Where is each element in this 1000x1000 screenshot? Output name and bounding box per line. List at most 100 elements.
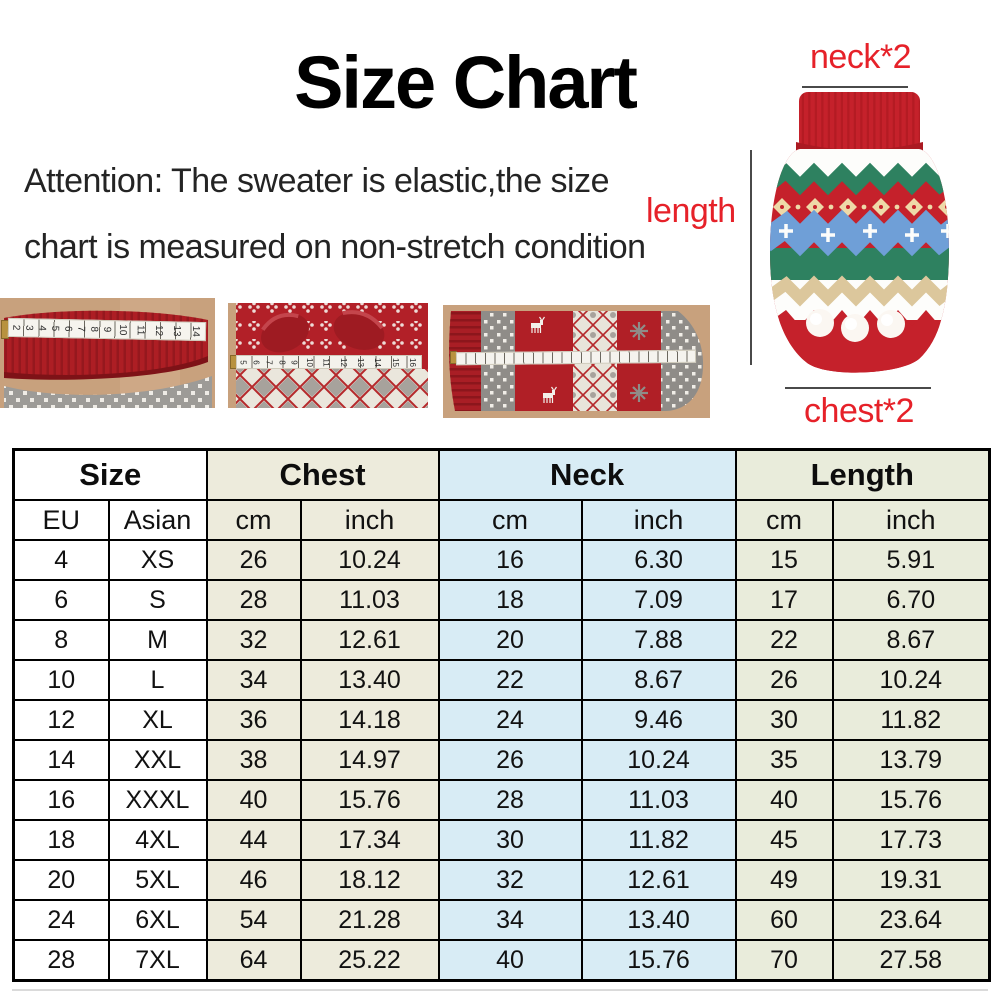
table-cell: 27.58 <box>831 939 991 982</box>
table-cell: 7XL <box>107 939 208 982</box>
measuring-tape: 5 6 7 8 9 10 11 12 13 14 15 16 <box>236 355 422 369</box>
length-measure-line <box>750 150 752 365</box>
table-row: 18 4XL 44 17.34 30 11.82 45 17.73 <box>12 819 991 861</box>
table-cell: XXXL <box>107 779 208 821</box>
table-cell: 11.03 <box>580 779 737 821</box>
length-measure-label: length <box>646 192 736 230</box>
table-cell: 10.24 <box>831 659 991 701</box>
subheader-neck-cm: cm <box>437 499 583 541</box>
table-cell: 4 <box>12 539 110 581</box>
tape-number: 4 <box>35 325 48 332</box>
table-cell: 9.46 <box>580 699 737 741</box>
col-group-neck: Neck <box>437 448 737 501</box>
sweater-body-graphic <box>770 149 949 373</box>
table-row: 4 XS 26 10.24 16 6.30 15 5.91 <box>12 539 991 581</box>
table-bottom-artifact-line <box>12 989 988 991</box>
tape-number: 14 <box>189 325 202 338</box>
table-cell: 40 <box>205 779 302 821</box>
tape-number: 8 <box>87 326 99 333</box>
table-cell: 24 <box>437 699 583 741</box>
table-cell: 11.03 <box>299 579 440 621</box>
tape-number: 6 <box>251 359 261 365</box>
table-cell: 26 <box>205 539 302 581</box>
tape-number: 11 <box>321 357 331 367</box>
table-cell: 34 <box>205 659 302 701</box>
table-cell: 8.67 <box>580 659 737 701</box>
table-cell: 15.76 <box>580 939 737 982</box>
table-subheader-row: EU Asian cm inch cm inch cm inch <box>12 499 991 541</box>
table-cell: 38 <box>205 739 302 781</box>
table-row: 8 M 32 12.61 20 7.88 22 8.67 <box>12 619 991 661</box>
table-row: 28 7XL 64 25.22 40 15.76 70 27.58 <box>12 939 991 982</box>
table-cell: 8.67 <box>831 619 991 661</box>
neck-measure-line <box>802 86 908 88</box>
table-cell: 40 <box>734 779 834 821</box>
table-cell: 8 <box>12 619 110 661</box>
table-cell: 20 <box>12 859 110 901</box>
attention-line-2: chart is measured on non-stretch conditi… <box>24 228 646 266</box>
table-cell: 32 <box>437 859 583 901</box>
table-cell: 21.28 <box>299 899 440 941</box>
chest-measure-label: chest*2 <box>804 392 914 430</box>
table-cell: 22 <box>437 659 583 701</box>
table-cell: 30 <box>437 819 583 861</box>
col-group-length: Length <box>734 448 991 501</box>
table-row: 20 5XL 46 18.12 32 12.61 49 19.31 <box>12 859 991 901</box>
attention-line-1: Attention: The sweater is elastic,the si… <box>24 162 610 200</box>
tape-number: 5 <box>238 359 248 365</box>
tape-number: 14 <box>373 357 383 367</box>
tape-number: 7 <box>264 359 274 365</box>
table-cell: 12 <box>12 699 110 741</box>
table-cell: 54 <box>205 899 302 941</box>
subheader-length-inch: inch <box>831 499 991 541</box>
table-cell: 15 <box>734 539 834 581</box>
table-cell: 24 <box>12 899 110 941</box>
table-cell: 30 <box>734 699 834 741</box>
table-cell: 14.18 <box>299 699 440 741</box>
table-cell: 26 <box>734 659 834 701</box>
table-cell: 6.30 <box>580 539 737 581</box>
table-row: 6 S 28 11.03 18 7.09 17 6.70 <box>12 579 991 621</box>
table-cell: 15.76 <box>831 779 991 821</box>
sweater-collar-graphic <box>796 92 923 158</box>
tape-number: 12 <box>152 324 165 337</box>
table-cell: 18 <box>437 579 583 621</box>
size-table: Size Chest Neck Length EU Asian cm inch … <box>12 448 992 982</box>
table-cell: 7.88 <box>580 619 737 661</box>
cross-motifs <box>779 224 949 242</box>
tape-number: 15 <box>390 357 400 367</box>
table-cell: XL <box>107 699 208 741</box>
table-cell: 16 <box>437 539 583 581</box>
table-cell: 46 <box>205 859 302 901</box>
table-cell: 18.12 <box>299 859 440 901</box>
tape-number: 16 <box>407 357 417 367</box>
col-group-size: Size <box>12 448 208 501</box>
table-cell: 22 <box>734 619 834 661</box>
table-cell: 40 <box>437 939 583 982</box>
table-row: 10 L 34 13.40 22 8.67 26 10.24 <box>12 659 991 701</box>
table-cell: 18 <box>12 819 110 861</box>
tape-number: 10 <box>116 324 128 336</box>
table-cell: 17.73 <box>831 819 991 861</box>
table-cell: S <box>107 579 208 621</box>
table-cell: 11.82 <box>831 699 991 741</box>
table-cell: 13.79 <box>831 739 991 781</box>
table-cell: 5.91 <box>831 539 991 581</box>
tape-number: 9 <box>290 359 300 365</box>
photo-collar-measuring <box>0 298 215 408</box>
table-row: 16 XXXL 40 15.76 28 11.03 40 15.76 <box>12 779 991 821</box>
subheader-asian: Asian <box>107 499 208 541</box>
table-cell: 26 <box>437 739 583 781</box>
subheader-length-cm: cm <box>734 499 834 541</box>
table-cell: 34 <box>437 899 583 941</box>
subheader-chest-inch: inch <box>299 499 440 541</box>
tape-number: 6 <box>61 325 73 332</box>
pom-poms <box>806 309 905 342</box>
tape-number: 12 <box>338 357 348 367</box>
table-cell: 16 <box>12 779 110 821</box>
table-cell: 19.31 <box>831 859 991 901</box>
table-cell: 7.09 <box>580 579 737 621</box>
tape-number: 9 <box>100 326 112 333</box>
table-cell: 70 <box>734 939 834 982</box>
table-cell: 10.24 <box>299 539 440 581</box>
